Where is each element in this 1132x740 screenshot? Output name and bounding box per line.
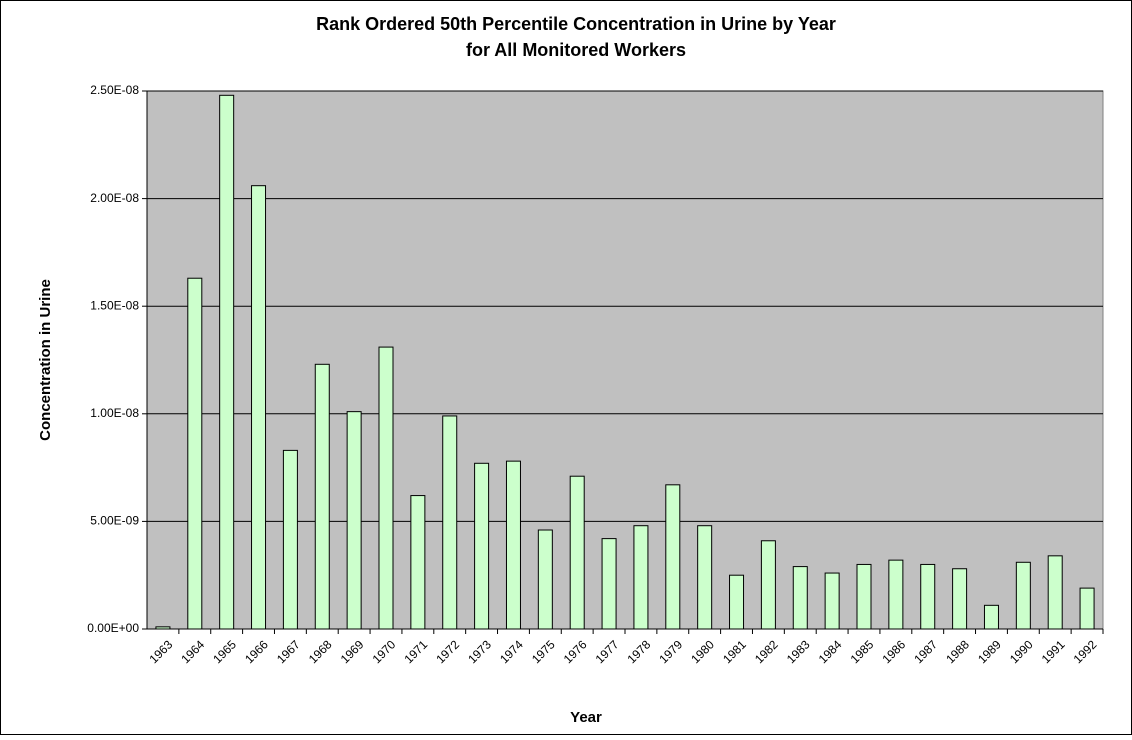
y-tick-label: 2.50E-08 [90, 83, 139, 97]
chart-title: for All Monitored Workers [466, 40, 686, 60]
bar [1015, 561, 1031, 630]
bar [569, 475, 585, 630]
chart-title: Rank Ordered 50th Percentile Concentrati… [316, 14, 836, 34]
bar [282, 449, 298, 630]
y-tick-label: 2.00E-08 [90, 191, 139, 205]
x-axis-title: Year [570, 709, 602, 726]
bar [251, 185, 267, 630]
bar [187, 277, 203, 630]
bar [505, 460, 521, 630]
bar [665, 484, 681, 630]
y-tick-label: 1.00E-08 [90, 406, 139, 420]
y-axis-title: Concentration in Urine [37, 279, 54, 441]
bar [952, 568, 968, 630]
bar [1079, 587, 1095, 630]
bar [219, 94, 235, 630]
bar [729, 574, 745, 630]
bar [824, 572, 840, 630]
bar [920, 563, 936, 630]
y-tick-label: 5.00E-09 [90, 514, 139, 528]
bar [888, 559, 904, 630]
bar [983, 604, 999, 630]
bar [378, 346, 394, 630]
bar [474, 462, 490, 630]
plot-area [146, 90, 1104, 630]
bar [410, 495, 426, 630]
bar [155, 626, 171, 630]
bar [792, 566, 808, 630]
y-tick-label: 1.50E-08 [90, 298, 139, 312]
bar [697, 525, 713, 630]
bar [856, 563, 872, 630]
bar [314, 363, 330, 630]
bar [601, 538, 617, 630]
bar [346, 411, 362, 630]
bar [537, 529, 553, 630]
bar [442, 415, 458, 630]
bar [760, 540, 776, 630]
y-tick-label: 0.00E+00 [87, 621, 139, 635]
bar [633, 525, 649, 630]
bar [1047, 555, 1063, 630]
